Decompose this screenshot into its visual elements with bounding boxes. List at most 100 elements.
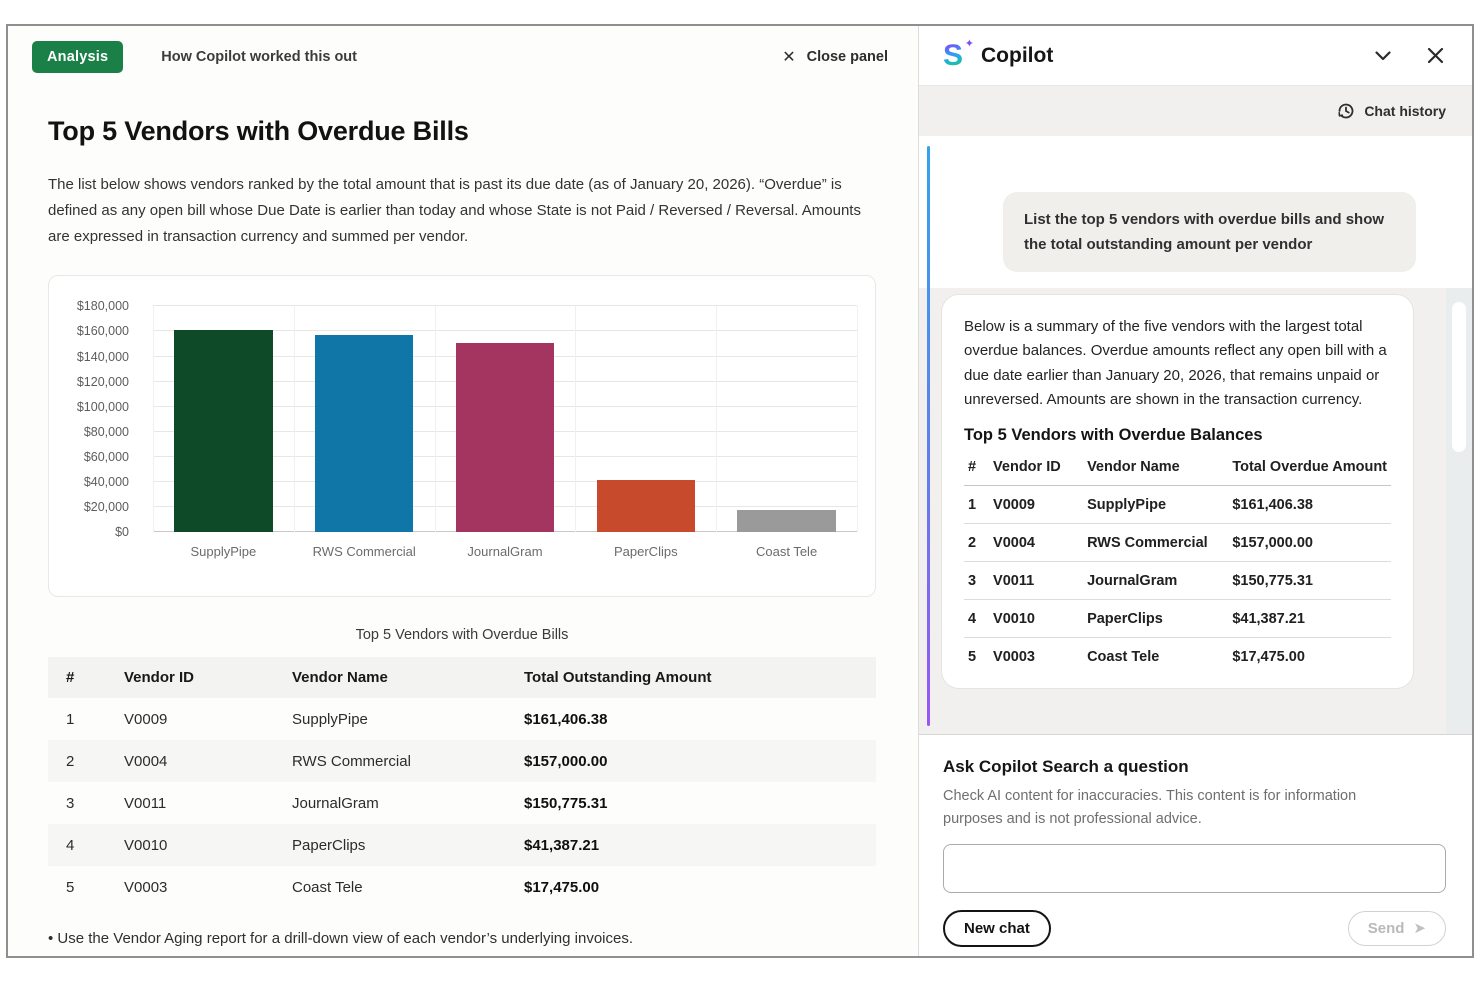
table-cell: $41,387.21 (524, 836, 600, 854)
vertical-gridline (153, 306, 154, 533)
bar-slot (716, 306, 857, 533)
copilot-footer: Ask Copilot Search a question Check AI c… (919, 734, 1472, 956)
x-tick-label: JournalGram (467, 544, 543, 560)
sparkle-icon: ✦ (964, 37, 975, 50)
new-chat-button[interactable]: New chat (943, 909, 1051, 947)
table-title: Top 5 Vendors with Overdue Bills (355, 627, 569, 644)
table-cell: V0011 (989, 561, 1084, 601)
table-cell: $161,406.38 (524, 710, 608, 728)
bar-slot (294, 306, 435, 533)
table-cell: SupplyPipe (1083, 485, 1229, 525)
y-tick-label: $0 (115, 525, 129, 540)
close-panel-button[interactable]: ✕ Close panel (782, 47, 888, 67)
x-tick-label: PaperClips (613, 544, 678, 560)
analysis-panel: Analysis How Copilot worked this out ✕ C… (8, 26, 918, 956)
table-cell: Coast Tele (1087, 648, 1160, 665)
table-cell: SupplyPipe (292, 710, 368, 728)
x-tick-label: SupplyPipe (190, 544, 257, 560)
table-cell: V0009 (989, 485, 1084, 525)
table-cell: 2 (964, 523, 990, 563)
response-table: # Vendor ID Vendor Name Total Overdue Amoun… (964, 453, 1391, 675)
table-cell: $157,000.00 (1228, 523, 1391, 563)
table-cell: $17,475.00 (1232, 648, 1305, 665)
chat-scrollbar-thumb[interactable] (1452, 302, 1466, 452)
copilot-accent-line (927, 146, 930, 726)
table-row: 5 V0003 Coast Tele $17,475.00 (964, 638, 1391, 676)
table-cell: PaperClips (1083, 599, 1229, 639)
send-label: Send (1367, 919, 1405, 937)
ask-copilot-title: Ask Copilot Search a question (943, 757, 1189, 776)
chat-history-button[interactable]: Chat history (1337, 102, 1446, 120)
table-cell: V0010 (989, 599, 1084, 639)
close-icon[interactable] (1424, 45, 1446, 67)
column-header: Total Overdue Amount (1228, 453, 1391, 487)
table-cell: 4 (964, 599, 990, 639)
y-tick-label: $40,000 (83, 475, 129, 490)
bar-journalgram (455, 342, 555, 533)
table-cell: Coast Tele (292, 878, 363, 896)
chevron-down-icon[interactable] (1372, 45, 1394, 67)
tab-how-copilot-worked[interactable]: How Copilot worked this out (161, 49, 357, 65)
table-cell: V0009 (124, 710, 168, 728)
bar-slot (153, 306, 294, 533)
y-tick-label: $140,000 (76, 349, 129, 364)
copilot-logo-icon: S ✦ (943, 37, 975, 72)
y-tick-label: $80,000 (83, 424, 129, 439)
close-panel-x-icon: ✕ (782, 49, 796, 66)
app-window: Analysis How Copilot worked this out ✕ C… (6, 24, 1474, 958)
column-header: Total Outstanding Amount (514, 657, 876, 699)
vertical-gridline (716, 306, 718, 533)
table-cell: 1 (66, 710, 75, 728)
question-input[interactable] (943, 843, 1446, 893)
table-cell: V0003 (993, 648, 1035, 665)
table-cell: $161,406.38 (1228, 485, 1391, 525)
table-cell: V0003 (124, 878, 168, 896)
column-header: Vendor Name (1083, 453, 1229, 487)
bar-rws-commercial (314, 335, 414, 533)
column-header: Vendor Name (282, 657, 514, 699)
table-cell: $150,775.31 (1228, 561, 1391, 601)
bar-slot (435, 306, 576, 533)
bar-supplypipe (174, 329, 273, 533)
vertical-gridline (575, 306, 577, 533)
table-row: 1 V0009 SupplyPipe $161,406.38 (48, 698, 876, 740)
user-message-section: List the top 5 vendors with overdue bill… (919, 136, 1472, 288)
table-cell: PaperClips (292, 836, 366, 854)
table-row: 5 V0003 Coast Tele $17,475.00 (48, 866, 876, 908)
table-cell: $150,775.31 (524, 794, 608, 812)
data-table: # Vendor ID Vendor Name Total Overdue Amoun… (964, 453, 1391, 675)
y-tick-label: $20,000 (83, 500, 129, 515)
table-cell: V0011 (124, 794, 167, 812)
table-row: 4 V0010 PaperClips $41,387.21 (48, 824, 876, 867)
analysis-description: The list below shows vendors ranked by t… (48, 176, 861, 246)
table-cell: $157,000.00 (524, 752, 608, 770)
table-cell: V0010 (124, 836, 168, 854)
overdue-bar-chart: $0 $20,000 $40,000 $60,000 $80,000 $100,000 $1… (48, 275, 876, 598)
copilot-title: Copilot (981, 43, 1054, 67)
table-cell: 1 (964, 485, 990, 525)
table-cell: $41,387.21 (1228, 599, 1391, 639)
chart-bars (153, 306, 857, 533)
table-cell: 5 (968, 648, 977, 665)
x-tick-label: Coast Tele (755, 544, 818, 560)
y-tick-label: $120,000 (76, 374, 129, 389)
chart-xlabels: SupplyPipe RWS Commercial JournalGram Paper… (153, 544, 857, 559)
table-cell: JournalGram (292, 794, 379, 812)
answer-section: Below is a summary of the five vendors w… (919, 288, 1472, 734)
table-cell: 5 (66, 878, 75, 896)
table-row: 1 V0009 SupplyPipe $161,406.38 (964, 485, 1391, 525)
table-row: 3 V0011 JournalGram $150,775.31 (48, 782, 876, 824)
copilot-panel: S ✦ Copilot Chat history List the top 5 (918, 26, 1472, 956)
page-title: Top 5 Vendors with Overdue Bills (48, 116, 469, 146)
gridline (153, 330, 857, 332)
response-intro: Below is a summary of the five vendors w… (964, 318, 1387, 408)
chat-scrollbar-track[interactable] (1446, 288, 1472, 734)
chat-history-icon (1338, 103, 1354, 119)
table-cell: JournalGram (1083, 561, 1229, 601)
analysis-topbar: Analysis How Copilot worked this out ✕ C… (8, 26, 918, 88)
bar-paperclips (596, 480, 696, 533)
y-tick-label: $180,000 (76, 299, 129, 314)
table-cell: RWS Commercial (292, 752, 411, 770)
y-tick-label: $160,000 (76, 324, 129, 339)
send-button[interactable]: Send ➤ (1347, 910, 1446, 946)
